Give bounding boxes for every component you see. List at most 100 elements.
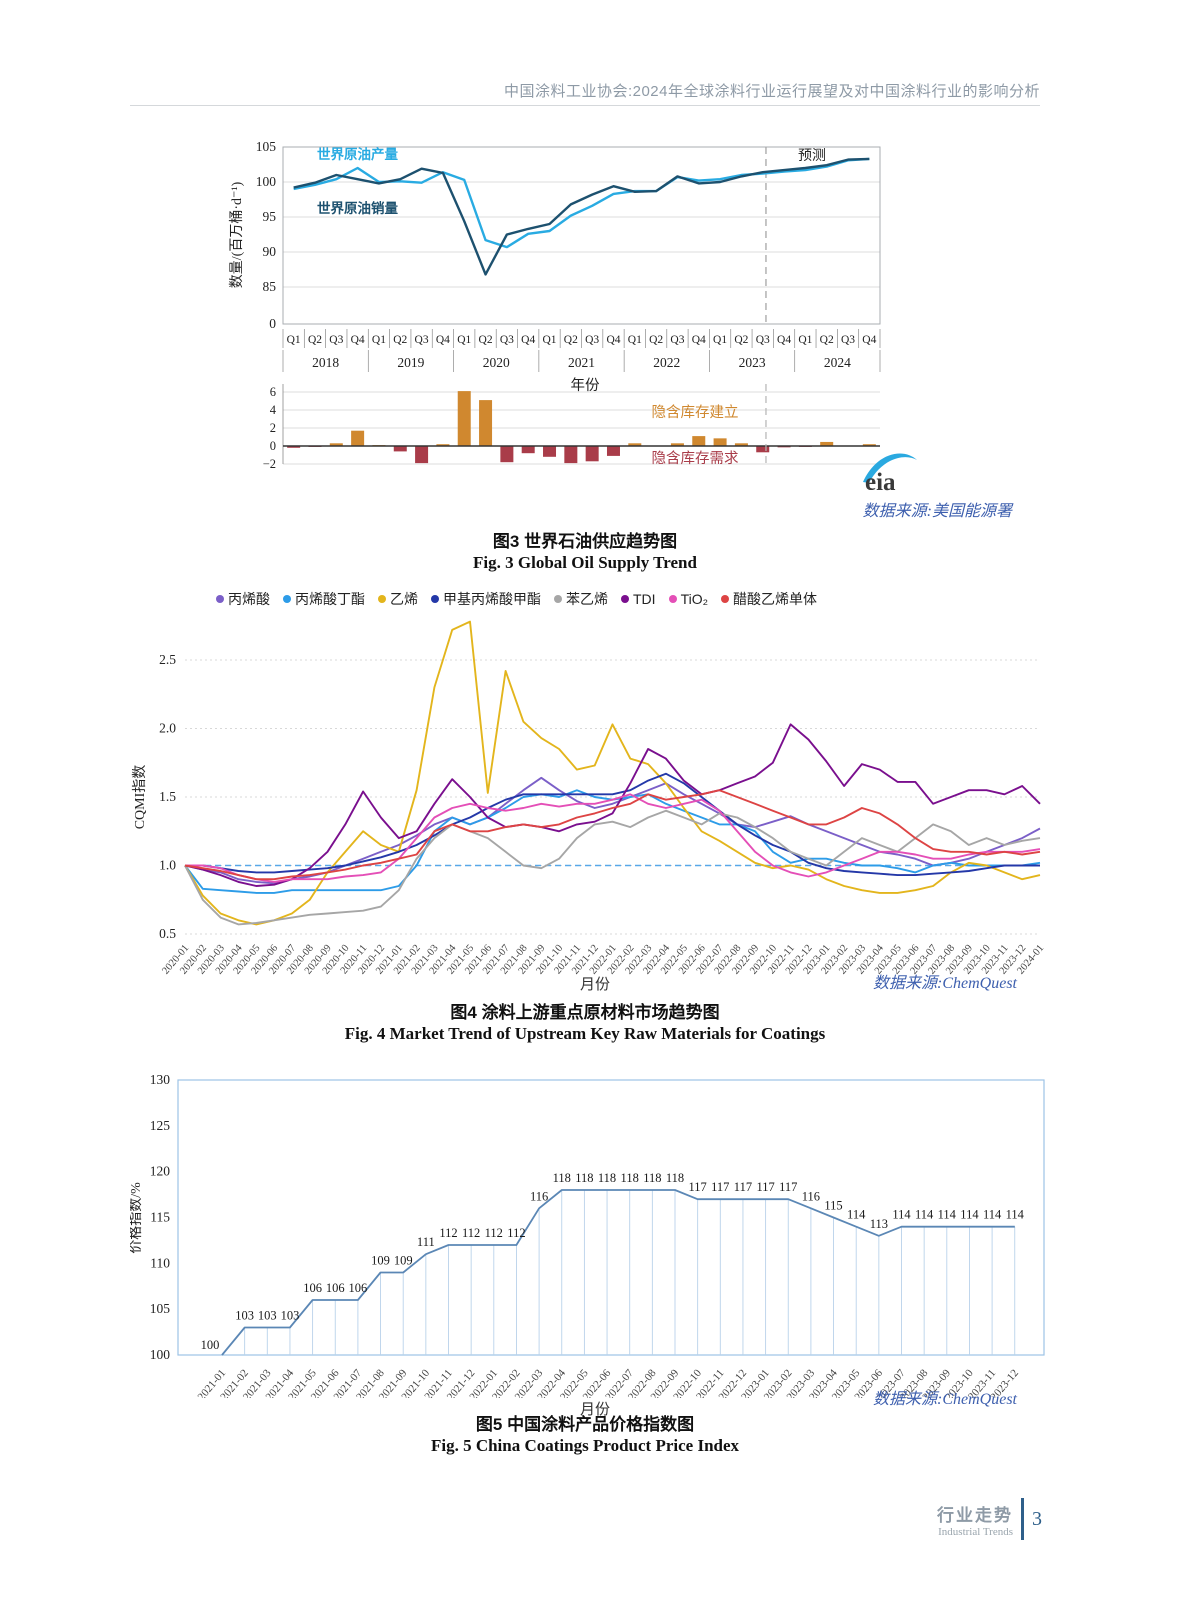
fig4-series-6 [185, 793, 1041, 883]
fig5-line [221, 1189, 1015, 1356]
legend-label: 丙烯酸丁酯 [295, 591, 365, 607]
svg-text:2.5: 2.5 [159, 652, 176, 667]
fig5-caption-cn: 图5 中国涂料产品价格指数图 [475, 1415, 695, 1434]
svg-text:0: 0 [270, 439, 276, 453]
svg-text:95: 95 [263, 209, 277, 224]
fig4-series-5 [184, 723, 1041, 887]
header-divider [130, 105, 1040, 106]
fig4-caption-cn: 图4 涂料上游重点原材料市场趋势图 [450, 1003, 720, 1022]
svg-text:Q3: Q3 [756, 334, 770, 346]
svg-text:114: 114 [938, 1208, 957, 1222]
svg-text:隐含库存需求: 隐含库存需求 [652, 450, 739, 467]
svg-text:Q1: Q1 [287, 334, 301, 346]
svg-text:Q2: Q2 [734, 334, 748, 346]
svg-text:Q4: Q4 [436, 334, 450, 346]
svg-text:100: 100 [150, 1347, 171, 1362]
svg-text:6: 6 [270, 385, 276, 399]
fig3-bar [606, 446, 620, 456]
svg-text:109: 109 [394, 1254, 413, 1268]
svg-text:Q1: Q1 [372, 334, 386, 346]
svg-text:Q4: Q4 [351, 334, 365, 346]
svg-text:Q3: Q3 [670, 334, 684, 346]
svg-text:112: 112 [439, 1226, 457, 1240]
legend-label: TiO₂ [680, 591, 709, 607]
svg-text:85: 85 [263, 279, 277, 294]
legend-item-苯乙烯: 苯乙烯 [554, 589, 608, 609]
svg-text:Q2: Q2 [308, 334, 322, 346]
svg-text:Q3: Q3 [841, 334, 855, 346]
svg-text:90: 90 [263, 244, 277, 259]
svg-text:117: 117 [756, 1180, 774, 1194]
fig3-bar [415, 446, 429, 464]
svg-text:117: 117 [711, 1180, 729, 1194]
legend-dot [668, 595, 677, 603]
fig3-bar [862, 444, 876, 446]
svg-text:价格指数/%: 价格指数/% [130, 1182, 144, 1254]
fig3-bar [628, 443, 642, 446]
svg-text:109: 109 [371, 1254, 390, 1268]
svg-text:Q4: Q4 [862, 334, 876, 346]
footer-section-en: Industrial Trends [938, 1525, 1013, 1538]
svg-text:2019: 2019 [397, 355, 424, 370]
legend-label: 丙烯酸 [228, 591, 270, 607]
svg-text:114: 114 [847, 1208, 866, 1222]
svg-text:2021: 2021 [568, 355, 595, 370]
svg-text:Q2: Q2 [393, 334, 407, 346]
fig3-bar [500, 446, 514, 463]
svg-text:Q1: Q1 [798, 334, 812, 346]
legend-item-醋酸乙烯单体: 醋酸乙烯单体 [721, 589, 817, 609]
svg-text:Q1: Q1 [713, 334, 727, 346]
svg-text:Q2: Q2 [649, 334, 663, 346]
svg-text:CQMI指数: CQMI指数 [132, 765, 148, 830]
svg-text:103: 103 [258, 1309, 277, 1323]
svg-text:2023: 2023 [739, 355, 766, 370]
fig3-bar [756, 446, 770, 453]
fig3-data-source: 数据来源:美国能源署 [862, 503, 1012, 520]
fig5-data-source: 数据来源:ChemQuest [873, 1391, 1017, 1408]
fig3-bar [457, 391, 471, 446]
svg-text:Q2: Q2 [820, 334, 834, 346]
svg-text:100: 100 [201, 1338, 220, 1352]
fig3-bar [543, 446, 557, 457]
eia-logo: eia [858, 447, 920, 498]
svg-text:Q3: Q3 [585, 334, 599, 346]
fig3-bar [670, 443, 684, 446]
svg-text:114: 114 [1006, 1208, 1025, 1222]
svg-text:Q3: Q3 [329, 334, 343, 346]
svg-text:Q3: Q3 [415, 334, 429, 346]
svg-text:114: 114 [915, 1208, 934, 1222]
legend-dot [216, 595, 224, 603]
svg-text:Q4: Q4 [692, 334, 706, 346]
svg-text:Q4: Q4 [777, 334, 791, 346]
svg-text:118: 118 [666, 1171, 684, 1185]
svg-text:117: 117 [779, 1180, 797, 1194]
svg-text:117: 117 [689, 1180, 707, 1194]
svg-text:118: 118 [575, 1171, 593, 1185]
footer-section-cn: 行业走势 [937, 1505, 1013, 1525]
svg-text:eia: eia [865, 469, 896, 493]
svg-text:2018: 2018 [312, 355, 339, 370]
svg-text:130: 130 [150, 1072, 171, 1087]
svg-text:Q2: Q2 [479, 334, 493, 346]
svg-text:116: 116 [530, 1189, 548, 1203]
fig4-series-4 [184, 809, 1041, 926]
legend-dot [378, 595, 386, 603]
svg-text:Q1: Q1 [457, 334, 471, 346]
fig4-caption-en: Fig. 4 Market Trend of Upstream Key Raw … [344, 1024, 826, 1043]
svg-text:105: 105 [256, 139, 277, 154]
svg-text:125: 125 [150, 1118, 171, 1133]
svg-text:Q4: Q4 [606, 334, 620, 346]
svg-text:112: 112 [462, 1226, 480, 1240]
legend-label: 乙烯 [390, 591, 418, 607]
svg-text:114: 114 [983, 1208, 1002, 1222]
svg-text:115: 115 [824, 1199, 842, 1213]
svg-text:隐含库存建立: 隐含库存建立 [652, 404, 739, 421]
svg-text:118: 118 [598, 1171, 616, 1185]
svg-text:105: 105 [150, 1301, 171, 1316]
eia-logo-swoosh [863, 453, 917, 483]
svg-text:106: 106 [303, 1281, 322, 1295]
legend-label: 甲基丙烯酸甲酯 [443, 591, 541, 607]
legend-dot [621, 595, 629, 603]
svg-text:2: 2 [270, 421, 276, 435]
